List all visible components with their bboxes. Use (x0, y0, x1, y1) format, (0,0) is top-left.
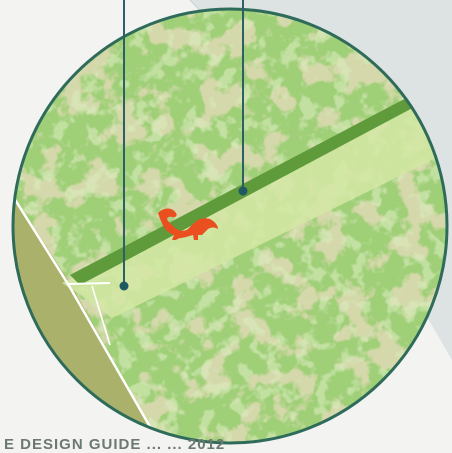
road-branch-2 (91, 285, 111, 346)
callout-dot-icon (119, 281, 129, 291)
lens-border (11, 7, 449, 445)
wildlife-corridor-light (62, 104, 447, 318)
squirrel-icon (158, 208, 218, 240)
figure-caption: E DESIGN GUIDE ... ... 2012 (4, 436, 226, 453)
callout-dot-icon (238, 186, 248, 196)
road-branch (67, 282, 111, 285)
